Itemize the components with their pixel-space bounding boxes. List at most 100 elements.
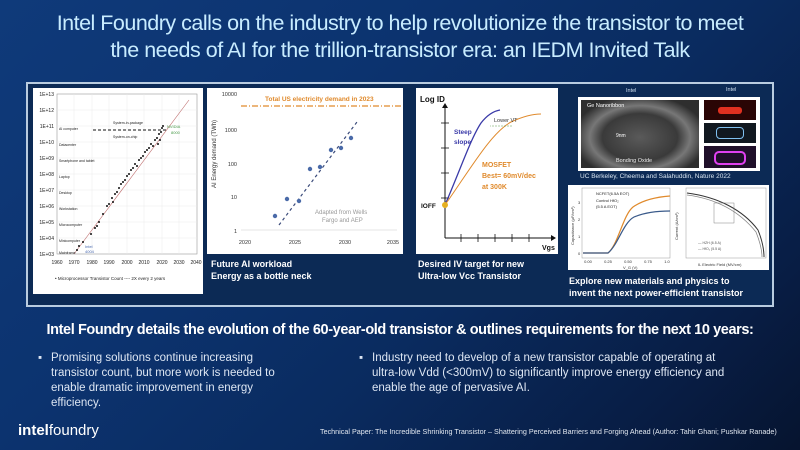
- bullet-right: ▪ Industry need to develop of a new tran…: [359, 352, 725, 394]
- svg-text:1E+09: 1E+09: [39, 156, 54, 162]
- svg-text:Microcomputer: Microcomputer: [59, 223, 83, 227]
- svg-text:2030: 2030: [173, 260, 184, 266]
- energy-caption: Future AI workload Energy as a bottle ne…: [211, 259, 312, 281]
- intel-foundry-logo: intelfoundry: [18, 422, 99, 439]
- iv-curve-chart: Log ID IOFF Steep slope Lower VT MOSFET …: [416, 88, 558, 254]
- svg-text:Adapted from Wells: Adapted from Wells: [315, 210, 367, 216]
- svg-text:Laptop: Laptop: [59, 175, 70, 179]
- svg-text:1960: 1960: [51, 260, 62, 266]
- svg-text:Workstation: Workstation: [59, 207, 77, 211]
- svg-text:2: 2: [578, 217, 581, 222]
- svg-text:2030: 2030: [339, 240, 351, 246]
- svg-text:AI Energy demand (TWh): AI Energy demand (TWh): [212, 120, 218, 188]
- svg-text:Desktop: Desktop: [59, 191, 72, 195]
- svg-text:2025: 2025: [289, 240, 301, 246]
- svg-text:Log ID: Log ID: [420, 95, 445, 104]
- svg-text:AI computer: AI computer: [59, 127, 79, 131]
- svg-text:Control HfO₂: Control HfO₂: [596, 198, 619, 203]
- svg-text:10000: 10000: [222, 92, 237, 98]
- size-label: 9nm: [616, 133, 626, 139]
- transistor-count-chart: 1E+13 1E+12 1E+11 1E+10 1E+09 1E+08 1E+07 1E+0…: [33, 88, 203, 294]
- svg-text:10: 10: [231, 195, 237, 201]
- svg-text:NCFET(6.5A EOT): NCFET(6.5A EOT): [596, 191, 630, 196]
- svg-text:2020: 2020: [156, 260, 167, 266]
- svg-text:IOFF: IOFF: [421, 203, 436, 210]
- slide-title: Intel Foundry calls on the industry to h…: [0, 10, 800, 64]
- svg-text:0.75: 0.75: [644, 259, 653, 264]
- svg-text:at 300K: at 300K: [482, 184, 507, 191]
- svg-text:1E+08: 1E+08: [39, 172, 54, 178]
- svg-text:1E+11: 1E+11: [40, 124, 54, 130]
- svg-text:Total US electricity demand in: Total US electricity demand in 2023: [265, 96, 374, 103]
- svg-text:1E+07: 1E+07: [39, 188, 54, 194]
- svg-text:2035: 2035: [387, 240, 399, 246]
- oxide-label: Bonding Oxide: [616, 158, 653, 164]
- svg-text:3: 3: [578, 200, 581, 205]
- nanoribbon-label: Ge Nanoribbon: [587, 103, 625, 109]
- svg-text:Lower VT: Lower VT: [494, 118, 518, 124]
- svg-text:System-in-package: System-in-package: [113, 121, 143, 125]
- svg-text:8000: 8000: [171, 130, 181, 135]
- svg-text:Best= 60mV/dec: Best= 60mV/dec: [482, 173, 536, 180]
- svg-text:Steep: Steep: [454, 129, 472, 136]
- svg-text:Datacenter: Datacenter: [59, 143, 77, 147]
- materials-chart: Capacitance (μF/cm²) 0 1 2 3 0.00 0.25 0.50 0.…: [568, 185, 769, 270]
- svg-text:1E+04: 1E+04: [39, 236, 54, 242]
- bullet-left: ▪ Promising solutions continue increasin…: [38, 352, 275, 409]
- svg-text:2010: 2010: [138, 260, 149, 266]
- svg-text:1E+05: 1E+05: [39, 220, 54, 226]
- svg-text:1: 1: [578, 234, 581, 239]
- bullet-marker: ▪: [38, 352, 43, 364]
- citation: UC Berkeley, Cheema and Salahuddin, Natu…: [580, 173, 731, 180]
- svg-text:2040: 2040: [190, 260, 201, 266]
- svg-text:— HfO₂ (5.5 A): — HfO₂ (5.5 A): [698, 247, 721, 251]
- svg-text:1970: 1970: [68, 260, 79, 266]
- svg-text:1: 1: [234, 229, 237, 235]
- iv-caption: Desired IV target for new Ultra-low Vcc …: [418, 259, 525, 281]
- svg-text:1E+12: 1E+12: [39, 108, 54, 114]
- intel-label-left: Intel: [626, 88, 637, 94]
- svg-text:slope: slope: [454, 139, 471, 146]
- svg-text:System-on-chip: System-on-chip: [113, 135, 137, 139]
- svg-text:4004: 4004: [85, 249, 95, 254]
- svg-text:1990: 1990: [103, 260, 114, 266]
- bullet-marker: ▪: [359, 352, 364, 364]
- svg-text:1980: 1980: [86, 260, 97, 266]
- ai-energy-chart: 10000 1000 100 10 1 AI Energy demand (TWh) 2…: [207, 88, 403, 254]
- materials-caption: Explore new materials and physics to inv…: [569, 276, 744, 298]
- svg-text:0.00: 0.00: [584, 259, 593, 264]
- svg-text:Capacitance (μF/cm²): Capacitance (μF/cm²): [570, 206, 575, 245]
- svg-text:Intel: Intel: [85, 244, 93, 249]
- svg-text:0.25: 0.25: [604, 259, 613, 264]
- nanoribbon-image: Ge Nanoribbon 9nm Bonding Oxide: [578, 97, 760, 171]
- svg-text:1E+13: 1E+13: [39, 92, 54, 98]
- svg-text:1E+03: 1E+03: [39, 252, 54, 258]
- svg-text:Minicomputer: Minicomputer: [59, 239, 81, 243]
- svg-text:1E+10: 1E+10: [39, 140, 54, 146]
- svg-text:• Microprocessor Transistor Co: • Microprocessor Transistor Count ---- 2…: [55, 276, 166, 281]
- svg-text:0: 0: [578, 251, 581, 256]
- svg-text:NVIDIA: NVIDIA: [167, 124, 181, 129]
- subheading: Intel Foundry details the evolution of t…: [46, 322, 754, 338]
- svg-text:1.0: 1.0: [664, 259, 670, 264]
- svg-text:2000: 2000: [121, 260, 132, 266]
- svg-text:Fargo and AEP: Fargo and AEP: [322, 218, 363, 224]
- svg-text:(5.5 A EOT): (5.5 A EOT): [596, 204, 618, 209]
- svg-text:1E+06: 1E+06: [39, 204, 54, 210]
- title-line-1: Intel Foundry calls on the industry to h…: [56, 11, 744, 35]
- paper-reference: Technical Paper: The Incredible Shrinkin…: [320, 427, 777, 436]
- svg-text:1000: 1000: [225, 128, 237, 134]
- title-line-2: the needs of AI for the trillion-transis…: [110, 38, 690, 62]
- intel-label-right: Intel: [726, 87, 737, 93]
- svg-text:Current (A/cm²): Current (A/cm²): [674, 212, 679, 240]
- svg-text:100: 100: [228, 162, 237, 168]
- figures-panel: 1E+13 1E+12 1E+11 1E+10 1E+09 1E+08 1E+07 1E+0…: [26, 82, 774, 307]
- svg-text:0.50: 0.50: [624, 259, 633, 264]
- svg-text:— HZH (6.5 A): — HZH (6.5 A): [698, 241, 721, 245]
- svg-text:2020: 2020: [239, 240, 251, 246]
- svg-text:Vgs: Vgs: [542, 245, 555, 252]
- svg-text:Mainframe: Mainframe: [59, 251, 76, 255]
- svg-text:V_G (V): V_G (V): [623, 265, 638, 270]
- svg-text:Smartphone and tablet: Smartphone and tablet: [59, 159, 94, 163]
- svg-text:IL Electric Field (MV/cm): IL Electric Field (MV/cm): [698, 262, 742, 267]
